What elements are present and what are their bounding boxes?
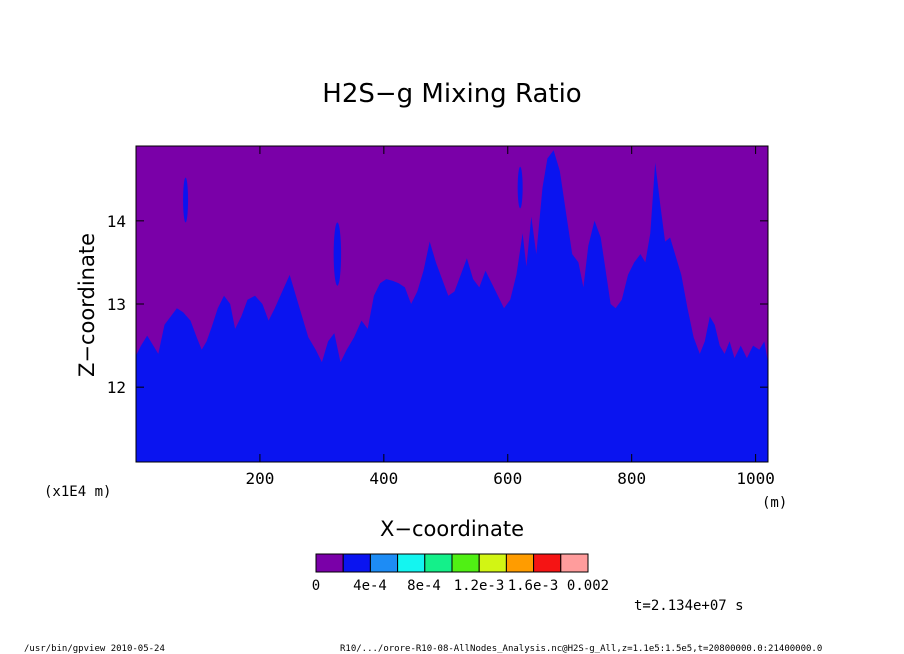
colorbar-label: 8e-4 <box>407 578 441 594</box>
chart-title: H2S−g Mixing Ratio <box>322 79 581 109</box>
colorbar-swatch <box>397 553 426 573</box>
x-tick-label: 1000 <box>736 469 775 488</box>
colorbar-label: 0.002 <box>567 578 609 594</box>
colorbar-label: 1.6e-3 <box>508 578 559 594</box>
colorbar-swatch <box>533 553 562 573</box>
contour-island-1 <box>333 222 342 286</box>
colorbar-swatch <box>342 553 371 573</box>
colorbar-swatch <box>478 553 507 573</box>
colorbar-swatch <box>560 553 589 573</box>
x-axis-label: X−coordinate <box>380 517 524 541</box>
colorbar-label: 4e-4 <box>353 578 387 594</box>
y-tick-label: 12 <box>107 378 126 397</box>
x-tick-label: 600 <box>493 469 522 488</box>
y-scale-label: (x1E4 m) <box>44 484 111 500</box>
colorbar-swatch <box>369 553 399 573</box>
colorbar-label: 0 <box>312 578 320 594</box>
y-tick-label: 13 <box>107 295 126 314</box>
colorbar-swatch <box>315 553 344 573</box>
x-axis-ticks: 200 400 600 800 1000 <box>245 146 775 488</box>
contour-islands <box>183 166 523 286</box>
x-unit-label: (m) <box>762 495 787 511</box>
contour-island-0 <box>183 177 189 223</box>
footer-right: R10/.../orore-R10-08-AllNodes_Analysis.n… <box>340 644 822 654</box>
x-tick-label: 200 <box>245 469 274 488</box>
footer-left: /usr/bin/gpview 2010-05-24 <box>24 644 165 654</box>
colorbar-labels: 0 4e-4 8e-4 1.2e-3 1.6e-3 0.002 <box>312 578 609 594</box>
contour-fill-area <box>136 150 768 462</box>
x-tick-label: 400 <box>369 469 398 488</box>
contour-island-2 <box>517 166 523 209</box>
y-tick-label: 14 <box>107 212 126 231</box>
y-axis-ticks: 12 13 14 <box>107 212 768 397</box>
plot-area <box>135 145 769 463</box>
x-tick-label: 800 <box>617 469 646 488</box>
time-label: t=2.134e+07 s <box>634 598 744 614</box>
colorbar-swatch <box>505 553 535 573</box>
colorbar-swatch <box>424 553 453 573</box>
colorbar <box>315 553 589 573</box>
colorbar-swatch <box>451 553 480 573</box>
colorbar-label: 1.2e-3 <box>454 578 505 594</box>
y-axis-label: Z−coordinate <box>75 233 99 377</box>
